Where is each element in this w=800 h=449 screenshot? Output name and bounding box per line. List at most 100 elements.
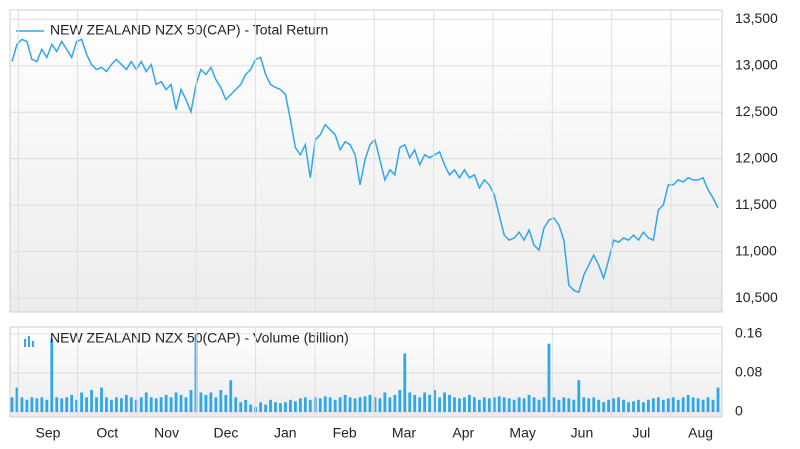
volume-bar <box>134 399 138 412</box>
volume-bar <box>65 397 69 412</box>
volume-bar <box>671 397 675 412</box>
x-tick-label: Apr <box>452 425 474 441</box>
volume-bar <box>204 394 208 412</box>
volume-bar <box>666 398 670 412</box>
volume-bar <box>209 392 213 412</box>
y-tick-label: 11,500 <box>735 196 777 212</box>
price-line <box>11 38 719 294</box>
volume-bar <box>323 396 327 412</box>
x-tick-label: Jun <box>571 425 594 441</box>
volume-bar <box>458 398 461 412</box>
volume-bar <box>502 397 506 412</box>
volume-bar <box>428 394 432 412</box>
volume-bar <box>617 397 620 412</box>
volume-bar <box>124 394 128 412</box>
price-panel <box>9 9 723 313</box>
x-tick-label: Sep <box>36 425 61 441</box>
volume-bar <box>453 397 456 412</box>
volume-bar <box>353 398 357 412</box>
volume-bar <box>512 399 516 412</box>
volume-bar <box>20 397 24 412</box>
y-tick-label: 13,000 <box>735 56 778 72</box>
volume-bar <box>174 392 178 412</box>
volume-bar <box>547 343 551 412</box>
volume-bar <box>557 399 561 412</box>
volume-bar <box>35 398 39 412</box>
volume-bar <box>70 394 74 412</box>
volume-bar <box>199 392 203 412</box>
volume-bar <box>338 397 342 412</box>
volume-bar <box>129 397 133 412</box>
volume-bar <box>219 390 223 412</box>
legend-label: NEW ZEALAND NZX 50(CAP) - Total Return <box>50 22 328 38</box>
volume-bar <box>393 394 397 412</box>
volume-bar <box>293 401 297 412</box>
volume-bar <box>189 390 193 412</box>
volume-bar <box>184 397 188 412</box>
legend-swatch <box>28 336 30 347</box>
volume-bar <box>159 397 163 412</box>
volume-bar <box>264 404 267 412</box>
volume-bar <box>532 397 536 412</box>
volume-bar <box>224 394 228 412</box>
y-tick-label: 0.16 <box>735 325 762 341</box>
x-tick-label: Feb <box>333 425 357 441</box>
y-tick-label: 0 <box>735 403 743 419</box>
volume-bar <box>55 397 59 412</box>
volume-bar <box>308 399 312 412</box>
volume-bar <box>706 397 710 412</box>
volume-bar <box>149 397 153 412</box>
x-tick-label: Jan <box>274 425 297 441</box>
x-tick-label: Jul <box>632 425 650 441</box>
volume-bar <box>139 397 143 412</box>
volume-bar <box>661 399 665 412</box>
volume-bar <box>612 398 615 412</box>
y-tick-label: 0.08 <box>735 364 762 380</box>
volume-bar <box>274 402 277 412</box>
volume-bar <box>388 397 392 412</box>
volume-bar <box>642 402 645 412</box>
volume-bar <box>50 338 54 412</box>
volume-bar <box>497 396 501 412</box>
volume-bar <box>582 397 586 412</box>
volume-bar <box>448 394 451 412</box>
volume-bar <box>348 397 352 412</box>
volume-bar <box>592 397 596 412</box>
volume-bar <box>85 397 88 412</box>
volume-bar <box>398 390 402 412</box>
volume-bar <box>333 399 337 412</box>
volume-bar <box>463 397 466 412</box>
volume-bar <box>259 402 262 412</box>
volume-bar <box>363 396 367 412</box>
volume-bar <box>413 394 417 412</box>
volume-bar <box>572 399 576 412</box>
volume-bar <box>676 399 680 412</box>
volume-bar <box>433 390 437 412</box>
volume-bar <box>482 397 486 412</box>
volume-bar <box>119 398 123 412</box>
volume-bar <box>269 399 272 412</box>
x-tick-label: Mar <box>392 425 416 441</box>
volume-bar <box>418 397 422 412</box>
volume-bar <box>10 397 14 412</box>
volume-bar <box>552 397 556 412</box>
legend-swatch <box>32 341 34 347</box>
x-tick-label: Nov <box>154 425 179 441</box>
volume-bar <box>607 399 611 412</box>
volume-bar <box>40 397 44 412</box>
volume-bar <box>90 390 93 412</box>
legend-swatch <box>24 339 26 347</box>
volume-bar <box>179 394 183 412</box>
volume-bar <box>477 399 481 412</box>
volume-bar <box>30 397 34 412</box>
volume-bar <box>284 402 287 412</box>
volume-bar <box>681 397 685 412</box>
x-tick-label: Dec <box>214 425 239 441</box>
volume-bar <box>229 380 233 412</box>
volume-bar <box>517 397 521 412</box>
volume-bar <box>487 398 491 412</box>
volume-bar <box>602 402 606 412</box>
volume-bar <box>438 397 441 412</box>
volume-bar <box>249 404 253 412</box>
volume-bar <box>468 394 471 412</box>
